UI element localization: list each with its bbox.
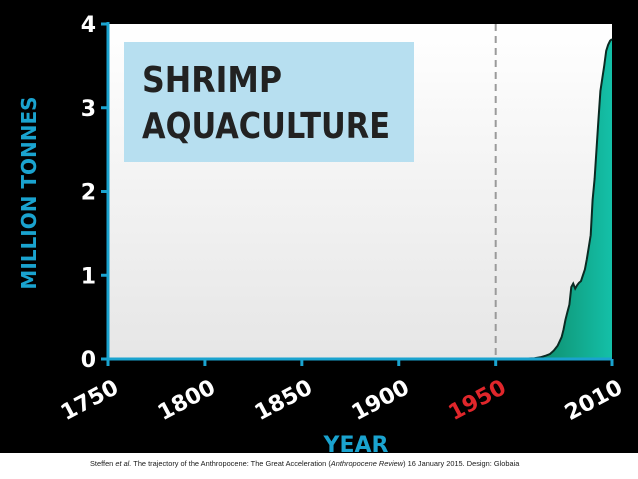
caption-author-suffix: et al. (115, 459, 132, 468)
caption-text-2: ) 16 January 2015. Design: Globaia (403, 459, 520, 468)
x-tick-label-1850: 1850 (251, 375, 317, 426)
x-axis-label: YEAR (323, 433, 389, 458)
y-axis-label: MILLION TONNES (17, 96, 41, 289)
x-tick-label-1800: 1800 (154, 375, 220, 426)
chart-title-line2: AQUACULTURE (142, 106, 390, 147)
y-tick-label-1: 1 (81, 264, 96, 289)
caption-journal: Anthropocene Review (330, 459, 404, 468)
caption-band (0, 453, 638, 479)
x-tick-label-1750: 1750 (57, 375, 123, 426)
y-tick-label-3: 3 (81, 97, 96, 122)
chart-title-line1: SHRIMP (142, 60, 282, 101)
x-tick-label-1900: 1900 (348, 375, 414, 426)
y-tick-label-4: 4 (81, 13, 96, 38)
x-tick-label-2010: 2010 (561, 375, 627, 426)
y-tick-label-0: 0 (81, 348, 96, 373)
chart-title-box (124, 42, 414, 162)
caption-author: Steffen (90, 459, 114, 468)
series-area-0 (495, 39, 612, 359)
source-caption: Steffen et al. The trajectory of the Ant… (90, 459, 636, 468)
x-tick-label-1950: 1950 (445, 375, 511, 426)
caption-text-1: The trajectory of the Anthropocene: The … (131, 459, 331, 468)
y-tick-label-2: 2 (81, 181, 96, 206)
series-line-0 (495, 38, 613, 360)
